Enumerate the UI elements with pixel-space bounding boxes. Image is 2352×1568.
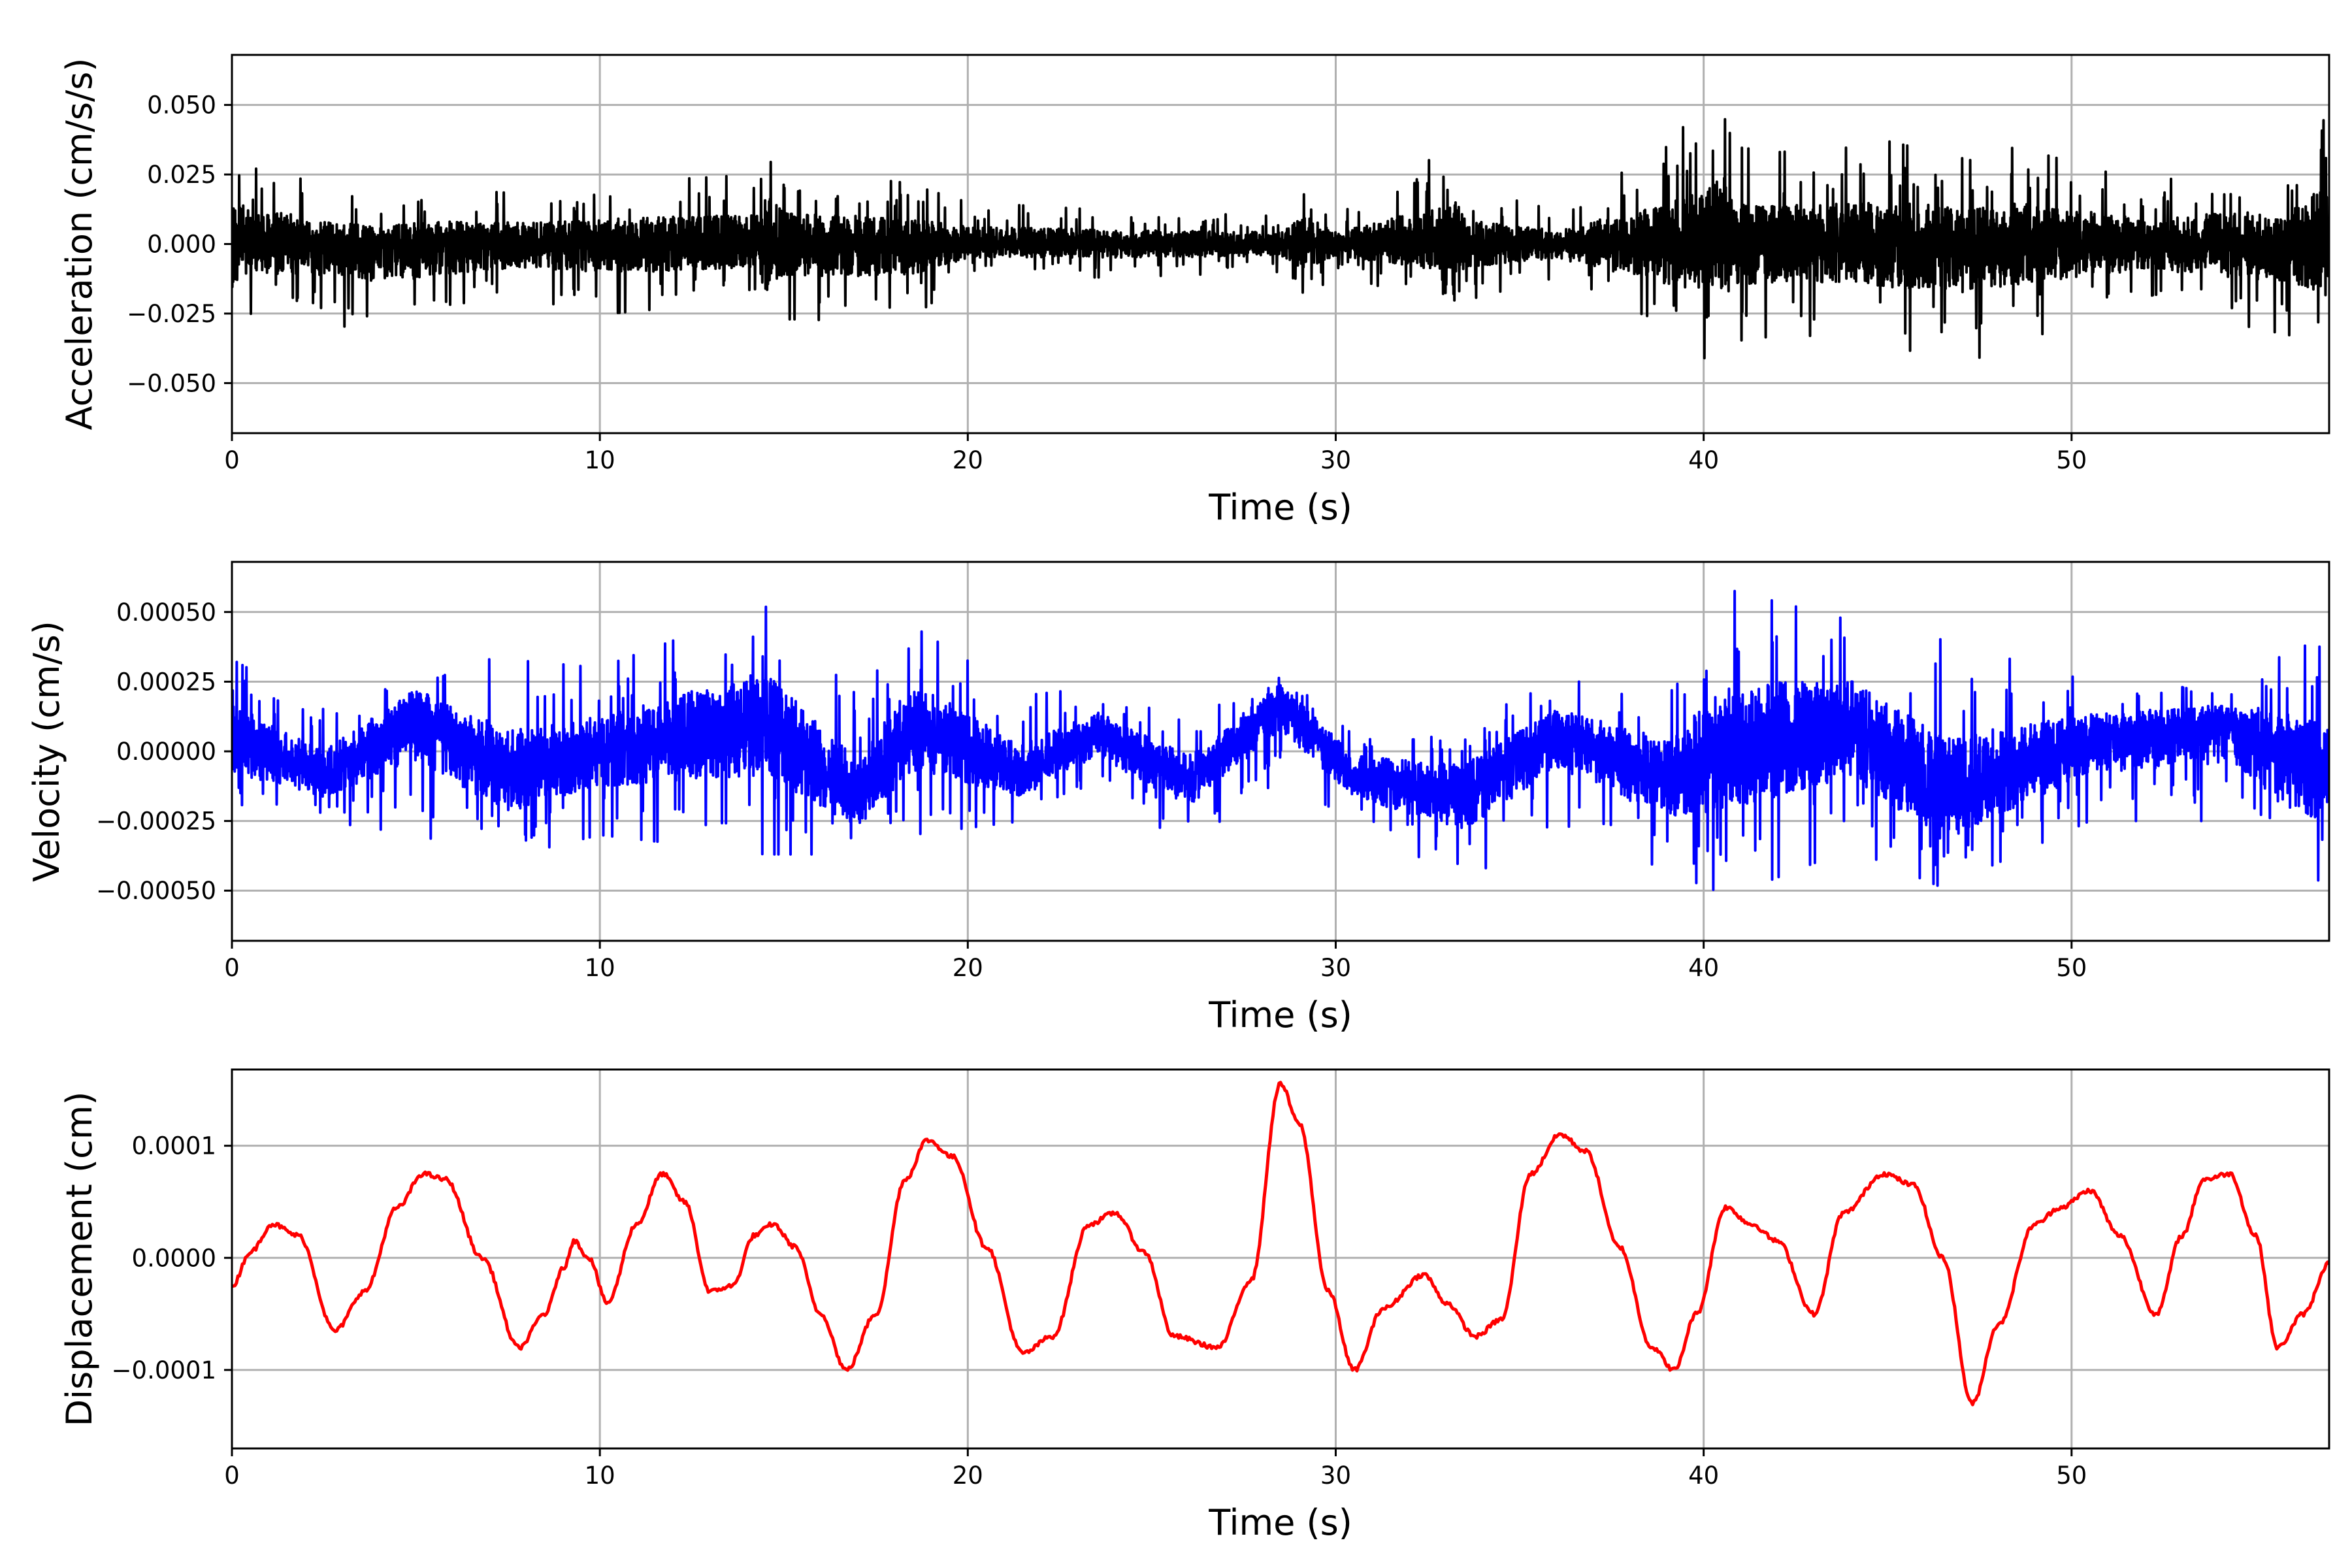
velocity-ylabel: Velocity (cm/s) (26, 621, 67, 882)
velocity-panel: 0 10 20 30 40 50 −0.00050 −0.00025 0.00000 0.0002… (26, 561, 2330, 1036)
velocity-ytick-label: −0.00025 (96, 808, 216, 836)
velocity-series-line (232, 589, 2329, 891)
velocity-ytick-label: 0.00050 (116, 598, 216, 627)
acceleration-xlabel: Time (s) (1208, 487, 1352, 528)
velocity-ytick-label: 0.00000 (116, 738, 216, 766)
velocity-xtick-label: 50 (2056, 954, 2087, 982)
velocity-ytick-label: −0.00050 (96, 877, 216, 905)
acceleration-xtick-label: 10 (585, 446, 615, 474)
displacement-xtick-label: 10 (585, 1462, 615, 1490)
displacement-xtick-label: 30 (1320, 1462, 1351, 1490)
velocity-xlabel: Time (s) (1208, 994, 1352, 1036)
acceleration-ytick-label: −0.050 (127, 369, 216, 397)
displacement-xtick-label: 50 (2056, 1462, 2087, 1490)
acceleration-panel: 0 10 20 30 40 50 −0.050 −0.025 0.000 0.025 0.050 Ti… (59, 54, 2330, 528)
panels: 0 10 20 30 40 50 −0.050 −0.025 0.000 0.025 0.050 Ti… (26, 54, 2330, 1543)
acceleration-ytick-label: 0.025 (147, 161, 216, 189)
displacement-axes-frame (231, 1068, 2330, 1450)
velocity-xtick-label: 10 (585, 954, 615, 982)
velocity-xtick-label: 30 (1320, 954, 1351, 982)
displacement-panel: 0 10 20 30 40 50 −0.0001 0.0000 0.0001 Time (s) Di… (59, 1068, 2330, 1543)
acceleration-xtick-label: 30 (1320, 446, 1351, 474)
displacement-ytick-label: 0.0001 (132, 1132, 216, 1160)
acceleration-xtick-label: 40 (1688, 446, 1719, 474)
displacement-series-line (232, 1081, 2329, 1407)
acceleration-xtick-label: 50 (2056, 446, 2087, 474)
acceleration-ytick-label: −0.025 (127, 300, 216, 328)
velocity-xtick-label: 40 (1688, 954, 1719, 982)
displacement-ytick-label: −0.0001 (112, 1356, 216, 1384)
acceleration-series-line (232, 118, 2329, 360)
acceleration-xtick-label: 0 (224, 446, 240, 474)
velocity-xtick-label: 0 (224, 954, 240, 982)
acceleration-ytick-label: 0.000 (147, 231, 216, 259)
velocity-xtick-label: 20 (953, 954, 983, 982)
displacement-ylabel: Displacement (cm) (59, 1092, 100, 1427)
displacement-ytick-label: 0.0000 (132, 1244, 216, 1272)
acceleration-xtick-label: 20 (953, 446, 983, 474)
velocity-ytick-label: 0.00025 (116, 668, 216, 696)
displacement-xtick-label: 20 (953, 1462, 983, 1490)
displacement-xtick-label: 40 (1688, 1462, 1719, 1490)
displacement-xlabel: Time (s) (1208, 1502, 1352, 1543)
acceleration-ytick-label: 0.050 (147, 91, 216, 120)
acceleration-ylabel: Acceleration (cm/s/s) (59, 58, 100, 431)
displacement-xtick-label: 0 (224, 1462, 240, 1490)
